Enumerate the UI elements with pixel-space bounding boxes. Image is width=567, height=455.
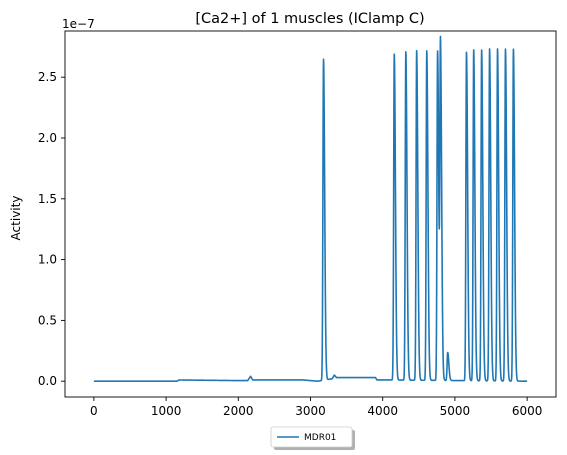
y-tick-label: 1.0: [38, 253, 57, 267]
y-axis-multiplier: 1e−7: [62, 17, 95, 31]
y-axis-label: Activity: [9, 196, 23, 241]
x-tick-label: 4000: [367, 404, 398, 418]
legend-box: [270, 426, 353, 448]
y-tick-label: 2.0: [38, 131, 57, 145]
x-tick-label: 3000: [295, 404, 326, 418]
series-line-mdr01: [93, 35, 528, 382]
plot-area: [93, 35, 528, 382]
y-tick-label: 1.5: [38, 192, 57, 206]
x-axis-ticks: 0 1000 2000 3000 4000 5000 6000: [90, 397, 542, 418]
legend-label-mdr01: MDR01: [304, 433, 336, 443]
x-tick-label: 0: [90, 404, 98, 418]
y-tick-label: 0.5: [38, 313, 57, 327]
y-tick-label: 2.5: [38, 70, 57, 84]
x-tick-label: 6000: [512, 404, 543, 418]
chart-title: [Ca2+] of 1 muscles (IClamp C): [195, 11, 424, 27]
legend: MDR01: [270, 426, 355, 450]
y-tick-label: 0.0: [38, 374, 57, 388]
x-tick-label: 1000: [151, 404, 182, 418]
x-tick-label: 5000: [440, 404, 471, 418]
axes-frame: [64, 30, 557, 398]
x-tick-label: 2000: [223, 404, 254, 418]
y-axis-ticks: 0.0 0.5 1.0 1.5 2.0 2.5: [38, 70, 65, 388]
